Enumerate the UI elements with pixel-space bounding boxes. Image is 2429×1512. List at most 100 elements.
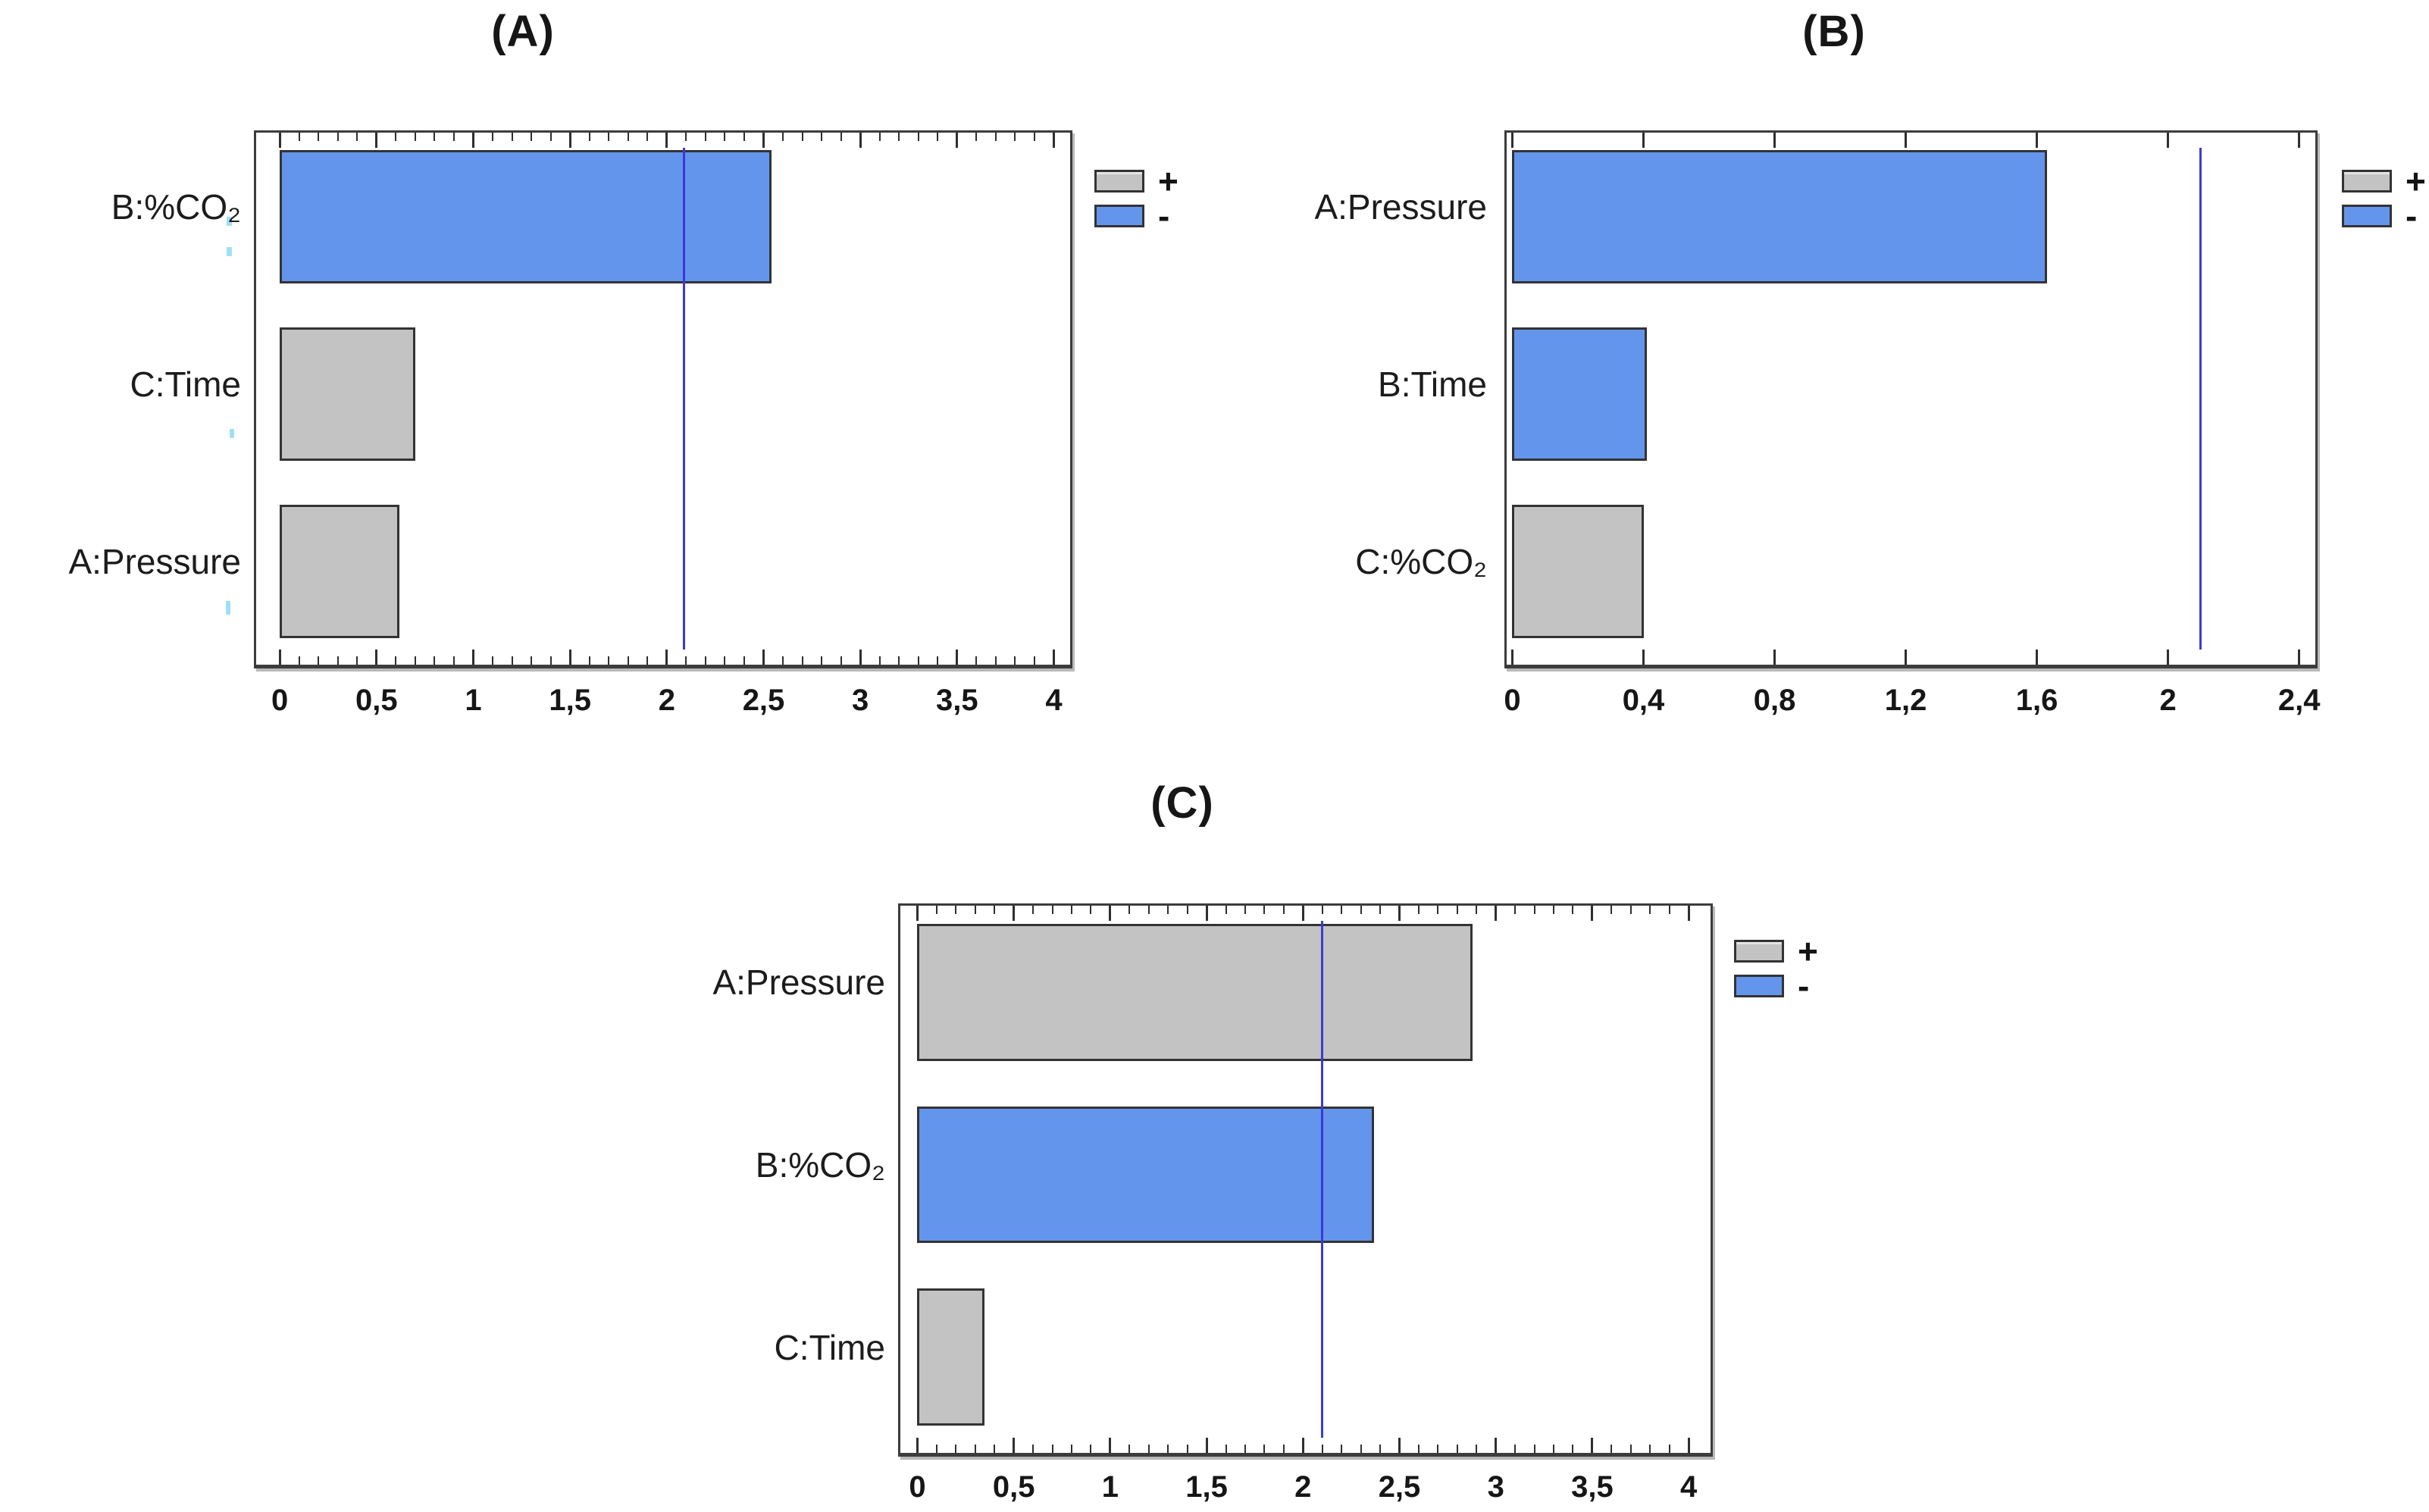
x-axis-major-tick (1495, 906, 1498, 921)
x-axis-major-tick (1591, 1438, 1594, 1453)
x-axis-minor-tick (395, 656, 397, 665)
chart-c-legend: + - (1734, 934, 1818, 1010)
category-label: C:Time (774, 1327, 885, 1367)
x-axis-minor-tick (1282, 906, 1285, 914)
x-axis-minor-tick (801, 133, 803, 141)
x-axis-minor-tick (1186, 1445, 1188, 1453)
x-axis-minor-tick (1321, 906, 1323, 914)
x-axis-minor-tick (1167, 906, 1169, 914)
category-label: A:Pressure (1314, 187, 1487, 227)
x-axis-minor-tick (724, 133, 726, 141)
x-axis-minor-tick (608, 133, 610, 141)
x-axis-minor-tick (1128, 1445, 1131, 1453)
x-axis-major-tick (375, 650, 378, 665)
x-axis-major-tick (665, 650, 668, 665)
x-axis-major-tick (665, 133, 668, 148)
x-axis-minor-tick (1456, 906, 1458, 914)
x-axis-minor-tick (627, 133, 629, 141)
x-axis-minor-tick (937, 656, 939, 665)
x-axis-major-tick (568, 133, 571, 148)
x-axis-tick-label: 4 (1680, 1470, 1698, 1504)
x-axis-major-tick (2298, 650, 2301, 665)
x-axis-minor-tick (1070, 1445, 1072, 1453)
x-axis-minor-tick (646, 656, 649, 665)
x-axis-minor-tick (1649, 906, 1651, 914)
legend-row-negative: - (2342, 199, 2426, 233)
x-axis-tick-label: 2,4 (2277, 684, 2321, 717)
x-axis-major-tick (859, 650, 862, 665)
x-axis-major-tick (1905, 650, 1908, 665)
legend-negative-swatch (1094, 205, 1144, 227)
x-axis-tick-label: 1,5 (1185, 1470, 1228, 1504)
x-axis-major-tick (1687, 906, 1690, 921)
x-axis-tick-label: 1,2 (1884, 684, 1927, 717)
effect-bar-b-co- (280, 150, 772, 283)
x-axis-major-tick (1109, 906, 1112, 921)
x-axis-major-tick (1510, 650, 1513, 665)
x-axis-tick-label: 1,6 (2015, 684, 2058, 717)
x-axis-minor-tick (955, 906, 957, 914)
x-axis-minor-tick (975, 133, 978, 141)
x-axis-minor-tick (917, 656, 919, 665)
x-axis-minor-tick (646, 133, 649, 141)
category-label: C:Time (130, 365, 241, 405)
effect-bar-c-co- (1512, 505, 1644, 638)
x-axis-major-tick (1773, 650, 1776, 665)
x-axis-minor-tick (1090, 906, 1092, 914)
x-axis-major-tick (1205, 906, 1208, 921)
x-axis-minor-tick (1668, 1445, 1670, 1453)
x-axis-tick-label: 2 (2159, 684, 2177, 717)
x-axis-tick-label: 2 (1294, 1470, 1312, 1504)
x-axis-minor-tick (434, 133, 436, 141)
x-axis-minor-tick (1014, 133, 1016, 141)
x-axis-minor-tick (318, 656, 320, 665)
x-axis-tick-label: 3 (852, 684, 869, 717)
stray-mark (227, 247, 232, 256)
chart-a-legend: + - (1094, 164, 1179, 239)
x-axis-major-tick (1053, 133, 1056, 148)
x-axis-minor-tick (1437, 1445, 1439, 1453)
x-axis-minor-tick (414, 656, 416, 665)
x-axis-minor-tick (1417, 906, 1420, 914)
effect-bar-b-co- (917, 1106, 1375, 1244)
legend-positive-swatch (2342, 170, 2392, 193)
x-axis-minor-tick (1147, 906, 1150, 914)
x-axis-major-tick (2298, 133, 2301, 148)
x-axis-minor-tick (975, 656, 978, 665)
x-axis-tick-label: 0,4 (1622, 684, 1665, 717)
x-axis-minor-tick (356, 133, 358, 141)
x-axis-tick-label: 0,5 (992, 1470, 1035, 1504)
x-axis-major-tick (1205, 1438, 1208, 1453)
legend-negative-label: - (1798, 966, 1810, 1006)
x-axis-minor-tick (878, 656, 881, 665)
category-label: C:%CO₂ (1355, 542, 1487, 582)
x-axis-minor-tick (1437, 906, 1439, 914)
x-axis-major-tick (1642, 650, 1645, 665)
x-axis-minor-tick (1051, 1445, 1053, 1453)
x-axis-minor-tick (1360, 1445, 1362, 1453)
x-axis-minor-tick (1553, 906, 1555, 914)
x-axis-minor-tick (1244, 1445, 1246, 1453)
legend-row-positive: + (2342, 164, 2426, 199)
x-axis-minor-tick (1032, 906, 1035, 914)
effect-bar-a-pressure (280, 505, 400, 638)
x-axis-major-tick (916, 906, 919, 921)
x-axis-major-tick (2036, 650, 2039, 665)
x-axis-major-tick (471, 133, 474, 148)
x-axis-tick-label: 0,5 (355, 684, 398, 717)
x-axis-minor-tick (1456, 1445, 1458, 1453)
x-axis-minor-tick (452, 656, 455, 665)
x-axis-minor-tick (898, 656, 900, 665)
x-axis-minor-tick (994, 656, 997, 665)
x-axis-minor-tick (955, 1445, 957, 1453)
x-axis-minor-tick (1379, 906, 1382, 914)
category-label: B:%CO₂ (755, 1144, 885, 1185)
chart-b-legend: + - (2342, 164, 2426, 239)
x-axis-minor-tick (1572, 906, 1574, 914)
chart-a-plot-area (254, 130, 1072, 668)
effect-bar-c-time (917, 1288, 985, 1426)
x-axis-minor-tick (1533, 1445, 1535, 1453)
x-axis-tick-label: 1 (465, 684, 482, 717)
x-axis-minor-tick (511, 133, 513, 141)
